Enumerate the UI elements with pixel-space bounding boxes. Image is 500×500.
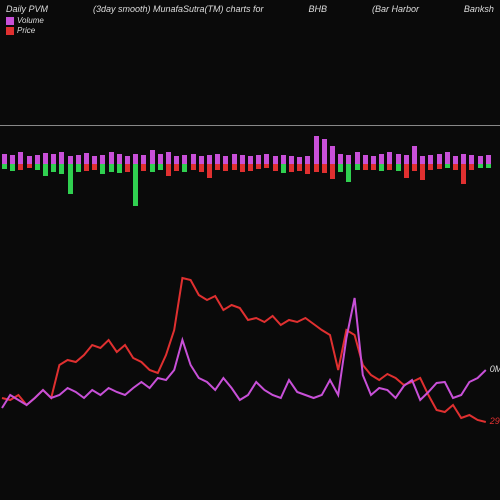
- price-axis-label: 29.04: [490, 416, 500, 426]
- volume-axis-label: 0M: [490, 364, 500, 374]
- price-line: [2, 278, 486, 422]
- line-chart: [0, 0, 500, 500]
